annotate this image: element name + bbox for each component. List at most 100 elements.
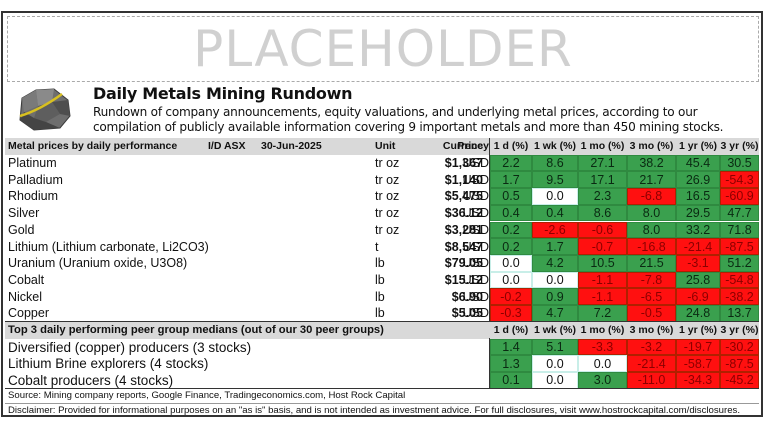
metal-change-cell: 38.2 (627, 154, 676, 172)
metal-unit: lb (375, 256, 385, 271)
metal-name: Silver (8, 206, 40, 221)
report-title: Daily Metals Mining Rundown (93, 84, 353, 103)
metal-change-cell: 21.5 (627, 254, 676, 272)
metal-change-cell: 4.2 (532, 254, 578, 272)
metal-change-cell: 8.6 (578, 204, 627, 222)
metal-change-cell: 1.7 (532, 238, 578, 255)
header-currency: Currency (442, 140, 489, 153)
metal-price: $5.05 (451, 306, 483, 321)
metal-change-cell: 26.9 (676, 171, 720, 189)
peer-header-period-1wk: 1 wk (%) (532, 322, 578, 339)
peer-change-cell: 0.0 (578, 355, 627, 373)
metal-unit: tr oz (375, 172, 400, 187)
metal-price: $3,281 (444, 222, 483, 237)
peer-table-header: Top 3 daily performing peer group median… (5, 322, 759, 339)
metal-change-cell: 21.7 (627, 171, 676, 189)
ore-rock-icon (19, 88, 71, 131)
header-unit: Unit (375, 140, 396, 153)
metal-currency: USD (462, 289, 489, 304)
metal-change-cell: -54.3 (720, 171, 759, 189)
metal-change-cell: 24.8 (676, 305, 720, 322)
metal-name: Platinum (8, 156, 57, 171)
metal-row: Silver tr oz $36.12 USD 0.4 0.4 8.6 8.0 29.5 47.7 (5, 204, 759, 222)
metal-change-cell: 7.2 (578, 305, 627, 322)
peer-table: Top 3 daily performing peer group median… (5, 322, 759, 389)
metal-change-cell: 8.0 (627, 204, 676, 222)
metal-unit: tr oz (375, 189, 400, 204)
subtitle-line-1: Rundown of company announcements, equity… (93, 105, 698, 119)
metal-row: Rhodium tr oz $5,475 USD 0.5 0.0 2.3 -6.8 16.5 -6… (5, 188, 759, 205)
metal-name: Copper (8, 306, 49, 321)
metal-change-cell: 51.2 (720, 254, 759, 272)
metal-price: $5,475 (444, 189, 483, 204)
metal-change-cell: 25.8 (676, 271, 720, 289)
peer-change-cell: -3.2 (627, 338, 676, 356)
metal-name: Palladium (8, 172, 63, 187)
peer-change-cell: -19.7 (676, 338, 720, 356)
metal-change-cell: 47.7 (720, 204, 759, 222)
header-period-1d: 1 d (%) (490, 138, 532, 155)
peer-change-cell: -87.5 (720, 355, 759, 373)
header-period-3mo: 3 mo (%) (627, 138, 676, 155)
metal-change-cell: -0.2 (490, 288, 532, 305)
metal-change-cell: -7.8 (627, 271, 676, 289)
metal-unit: lb (375, 272, 385, 287)
metal-change-cell: -6.9 (676, 288, 720, 305)
peer-group-name: Diversified (copper) producers (3 stocks… (8, 339, 252, 355)
metal-currency: USD (462, 206, 489, 221)
metal-unit: tr oz (375, 156, 400, 171)
peer-change-cell: 0.1 (490, 372, 532, 389)
peer-change-cell: 5.1 (532, 338, 578, 356)
metal-name: Cobalt (8, 272, 45, 287)
metal-change-cell: 8.0 (627, 221, 676, 239)
metal-change-cell: 0.0 (490, 271, 532, 289)
footer-divider (5, 388, 759, 389)
metal-row: Uranium (Uranium oxide, U3O8) lb $79.05 USD… (5, 254, 759, 272)
header-period-3yr: 3 yr (%) (720, 138, 759, 155)
metal-change-cell: 45.4 (676, 154, 720, 172)
metal-change-cell: 30.5 (720, 154, 759, 172)
metal-price: $6.90 (451, 289, 483, 304)
metal-name: Nickel (8, 289, 43, 304)
banner-placeholder: PLACEHOLDER (7, 16, 759, 82)
peer-period-divider (489, 338, 490, 388)
metal-change-cell: 0.2 (490, 238, 532, 255)
metal-currency: USD (462, 189, 489, 204)
metal-currency: USD (462, 272, 489, 287)
metal-price: $1,140 (444, 172, 483, 187)
metal-price: $8,547 (444, 239, 483, 254)
metal-currency: USD (462, 172, 489, 187)
metal-change-cell: -1.1 (578, 271, 627, 289)
peer-group-row: Lithium Brine explorers (4 stocks) 1.3 0.0… (5, 355, 759, 373)
header-title: Metal prices by daily performance (8, 140, 178, 153)
peer-change-cell: -34.3 (676, 372, 720, 389)
peer-change-cell: 0.0 (532, 372, 578, 389)
metal-change-cell: 0.9 (532, 288, 578, 305)
peer-change-cell: -11.0 (627, 372, 676, 389)
metal-currency: USD (462, 306, 489, 321)
metal-currency: USD (462, 256, 489, 271)
metal-change-cell: 8.6 (532, 154, 578, 172)
metal-unit: lb (375, 289, 385, 304)
metal-change-cell: -16.8 (627, 238, 676, 255)
metal-row: Cobalt lb $15.12 USD 0.0 0.0 -1.1 -7.8 25.8 -54.8 (5, 271, 759, 289)
metal-change-cell: -6.5 (627, 288, 676, 305)
header-price: Price (457, 140, 483, 153)
metal-change-cell: 0.4 (532, 204, 578, 222)
metals-table-header: Metal prices by daily performance I/D AS… (5, 138, 759, 155)
metal-change-cell: 33.2 (676, 221, 720, 239)
metal-change-cell: -6.8 (627, 188, 676, 205)
metal-name: Gold (8, 222, 35, 237)
metal-change-cell: 4.7 (532, 305, 578, 322)
metal-change-cell: 0.0 (532, 271, 578, 289)
peer-change-cell: 1.4 (490, 338, 532, 356)
peer-change-cell: -3.3 (578, 338, 627, 356)
metal-change-cell: 2.2 (490, 154, 532, 172)
metal-change-cell: -60.9 (720, 188, 759, 205)
peer-header-period-3mo: 3 mo (%) (627, 322, 676, 339)
metal-change-cell: 0.5 (490, 188, 532, 205)
metal-change-cell: -54.8 (720, 271, 759, 289)
peer-header-title: Top 3 daily performing peer group median… (8, 324, 384, 337)
metal-change-cell: 17.1 (578, 171, 627, 189)
peer-header-period-3yr: 3 yr (%) (720, 322, 759, 339)
